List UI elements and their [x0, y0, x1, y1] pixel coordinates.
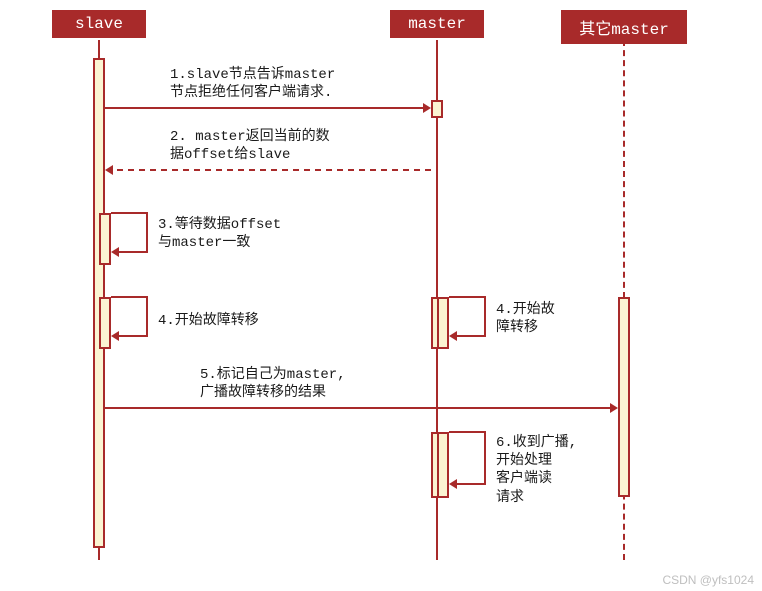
label-m6-line3: 客户端读: [496, 471, 552, 487]
label-m4a: 4.开始故障转移: [158, 312, 259, 330]
label-m3-line2: 与master一致: [158, 235, 250, 251]
watermark: CSDN @yfs1024: [662, 573, 754, 587]
label-m6-line1: 6.收到广播,: [496, 435, 577, 451]
label-m5-line2: 广播故障转移的结果: [200, 385, 326, 401]
label-m6-line2: 开始处理: [496, 453, 552, 469]
label-m1-line2: 节点拒绝任何客户端请求.: [170, 85, 332, 101]
label-m4b-line2: 障转移: [496, 320, 538, 336]
label-m4b-line1: 4.开始故: [496, 302, 555, 318]
label-m3-line1: 3.等待数据offset: [158, 217, 281, 233]
arrow-layer: [0, 0, 762, 591]
label-m4b: 4.开始故 障转移: [496, 301, 555, 337]
label-m5: 5.标记自己为master, 广播故障转移的结果: [200, 366, 346, 402]
label-m1: 1.slave节点告诉master 节点拒绝任何客户端请求.: [170, 66, 335, 102]
label-m1-line1: 1.slave节点告诉master: [170, 67, 335, 83]
label-m4a-line1: 4.开始故障转移: [158, 313, 259, 329]
label-m2: 2. master返回当前的数 据offset给slave: [170, 128, 330, 164]
label-m6: 6.收到广播, 开始处理 客户端读 请求: [496, 434, 577, 507]
label-m2-line2: 据offset给slave: [170, 147, 290, 163]
label-m2-line1: 2. master返回当前的数: [170, 129, 330, 145]
label-m3: 3.等待数据offset 与master一致: [158, 216, 281, 252]
label-m5-line1: 5.标记自己为master,: [200, 367, 346, 383]
label-m6-line4: 请求: [496, 490, 524, 506]
